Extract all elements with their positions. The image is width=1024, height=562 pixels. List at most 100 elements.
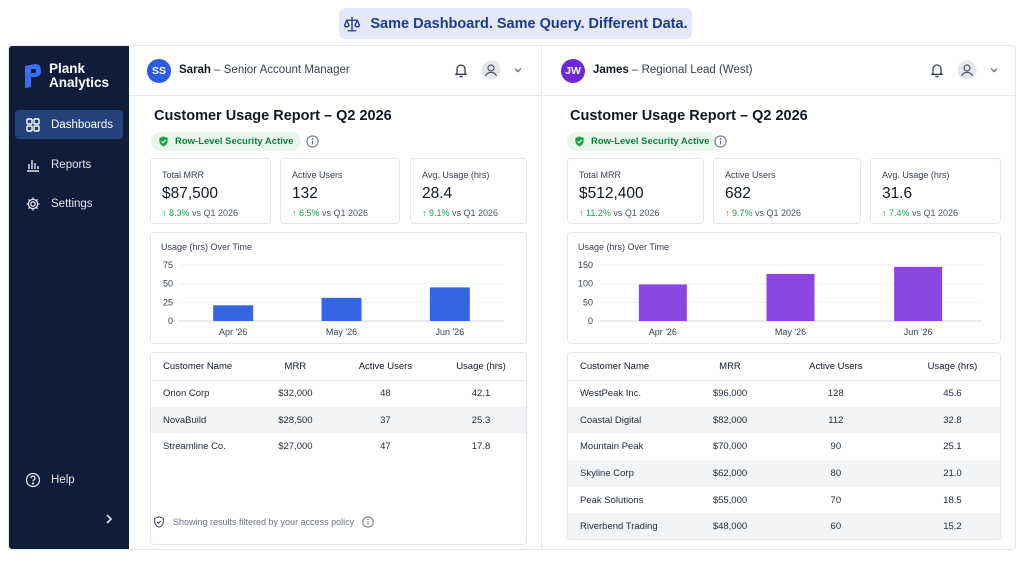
panel-james: JW James – Regional Lead (West) Custo (543, 46, 1015, 549)
kpi-value: 682 (725, 185, 751, 202)
page-title: Customer Usage Report – Q2 2026 (154, 108, 392, 124)
bar-1[interactable] (321, 297, 362, 321)
kpi-active-users: Active Users 682 ↑ 9.7% vs Q1 2026 (713, 158, 861, 224)
status-badge: Row-Level Security Active (151, 132, 302, 151)
chart-title: Usage (hrs) Over Time (578, 242, 670, 252)
table-cell: 112 (828, 414, 844, 426)
table-cell: $82,000 (712, 414, 748, 426)
table-cell: $70,000 (712, 441, 748, 453)
table-cell: 32.8 (943, 414, 962, 426)
panel-sarah: SS Sarah – Senior Account Manager Cus (129, 46, 542, 549)
bar-0[interactable] (213, 305, 254, 321)
logo[interactable]: Plank Analytics (23, 62, 109, 90)
shield-check-icon (154, 516, 164, 528)
sidebar-item-label: Settings (51, 197, 93, 210)
kpi-delta-suffix: vs Q1 2026 (322, 208, 369, 218)
kpi-delta-value: ↑ 11.2% (579, 208, 611, 218)
y-tick-label: 25 (163, 297, 173, 307)
kpi-delta-suffix: vs Q1 2026 (755, 208, 802, 218)
table-cell: Skyline Corp (580, 467, 634, 479)
bar-0[interactable] (638, 284, 687, 321)
table-cell: 48 (380, 388, 391, 400)
bell-icon[interactable] (929, 62, 945, 78)
x-tick-label: May '26 (775, 327, 806, 337)
table-cell: 128 (827, 388, 844, 400)
table-cell: 60 (830, 521, 842, 533)
kpi-value: $512,400 (579, 185, 644, 202)
kpi-delta-value: ↑ 6.5% (292, 208, 320, 218)
user-label: Sarah – Senior Account Manager (179, 64, 350, 76)
table-row[interactable]: Skyline Corp $62,000 80 21.0 (568, 460, 1000, 487)
table-cell: 70 (830, 494, 842, 506)
table-cell: 37 (380, 414, 391, 426)
table-cell: Coastal Digital (580, 414, 642, 426)
sidebar-item-reports[interactable]: Reports (15, 150, 123, 179)
table-cell: Orion Corp (163, 388, 210, 400)
avatar: SS (147, 59, 171, 83)
table-row[interactable]: Peak Solutions $55,000 70 18.5 (568, 487, 1000, 514)
bell-icon[interactable] (453, 62, 469, 78)
y-tick-label: 50 (583, 297, 593, 307)
bar-2[interactable] (429, 287, 470, 321)
panel-header: SS Sarah – Senior Account Manager (129, 46, 541, 96)
column-header[interactable]: Customer Name (568, 353, 694, 381)
page-title: Customer Usage Report – Q2 2026 (570, 108, 808, 124)
column-header[interactable]: Active Users (334, 353, 436, 381)
y-tick-label: 75 (163, 260, 173, 270)
chart-title: Usage (hrs) Over Time (161, 242, 253, 252)
user-avatar-icon[interactable] (481, 60, 501, 80)
rls-badge-label: Row-Level Security Active (175, 136, 294, 147)
table-row[interactable]: Orion Corp $32,000 48 42.1 (151, 380, 526, 407)
table-row[interactable]: WestPeak Inc. $96,000 128 45.6 (568, 380, 1000, 407)
table-cell: 15.2 (943, 521, 962, 533)
info-icon[interactable] (362, 516, 374, 528)
column-header[interactable]: Usage (hrs) (436, 353, 526, 381)
sidebar-item-dashboards[interactable]: Dashboards (15, 110, 123, 139)
column-header[interactable]: Customer Name (151, 353, 256, 381)
column-header[interactable]: MRR (693, 353, 767, 381)
kpi-delta-value: ↑ 8.3% (162, 208, 190, 218)
column-header[interactable]: MRR (256, 353, 335, 381)
table-row[interactable]: Riverbend Trading $48,000 60 15.2 (568, 513, 1000, 539)
chevron-right-icon[interactable] (102, 512, 116, 526)
scale-icon (344, 16, 361, 31)
bar-2[interactable] (894, 266, 943, 321)
column-header[interactable]: Active Users (766, 353, 905, 381)
gear-icon (26, 197, 40, 210)
sidebar-item-settings[interactable]: Settings (15, 189, 123, 218)
y-tick-label: 100 (578, 279, 593, 289)
chevron-down-icon[interactable] (513, 65, 523, 75)
kpi-label: Avg. Usage (hrs) (422, 170, 490, 180)
kpi-value: $87,500 (162, 185, 219, 202)
x-tick-label: Jun '26 (904, 327, 933, 337)
kpi-label: Active Users (292, 170, 343, 180)
table-cell: 25.3 (471, 414, 491, 426)
table-cell: NovaBuild (163, 414, 207, 426)
bar-1[interactable] (766, 273, 815, 321)
chevron-down-icon[interactable] (989, 65, 999, 75)
table-cell: 21.0 (943, 467, 962, 479)
table-row[interactable]: Coastal Digital $82,000 112 32.8 (568, 406, 1000, 434)
user-avatar-icon[interactable] (957, 60, 977, 80)
user-name: James (593, 64, 629, 76)
kpi-avg-usage: Avg. Usage (hrs) 31.6 ↑ 7.4% vs Q1 2026 (870, 158, 1001, 224)
table-row[interactable]: NovaBuild $28,500 37 25.3 (151, 406, 526, 434)
table-row[interactable]: Mountain Peak $70,000 90 25.1 (568, 433, 1000, 460)
table-row[interactable]: Streamline Co. $27,000 47 17.8 (151, 433, 526, 460)
table-cell: WestPeak Inc. (580, 388, 642, 400)
table-cell: 45.6 (943, 388, 962, 400)
table-cell: 42.1 (471, 388, 491, 400)
shield-check-icon (159, 136, 168, 147)
banner-text: Same Dashboard. Same Query. Different Da… (370, 15, 688, 32)
user-role: – Regional Lead (West) (632, 64, 753, 76)
plank-logo-icon (25, 64, 41, 88)
table-cell: 90 (830, 441, 842, 453)
customer-table: Customer Name MRR Active Users Usage (hrs) … (567, 352, 1001, 540)
sidebar-item-help[interactable]: Help (15, 465, 123, 494)
column-header[interactable]: Usage (hrs) (904, 353, 1000, 381)
table-cell: 18.5 (943, 494, 962, 506)
kpi-delta: ↑ 7.4% vs Q1 2026 (882, 208, 1000, 218)
info-icon[interactable] (306, 135, 319, 148)
info-icon[interactable] (714, 135, 727, 148)
kpi-delta-value: ↑ 7.4% (882, 208, 910, 218)
